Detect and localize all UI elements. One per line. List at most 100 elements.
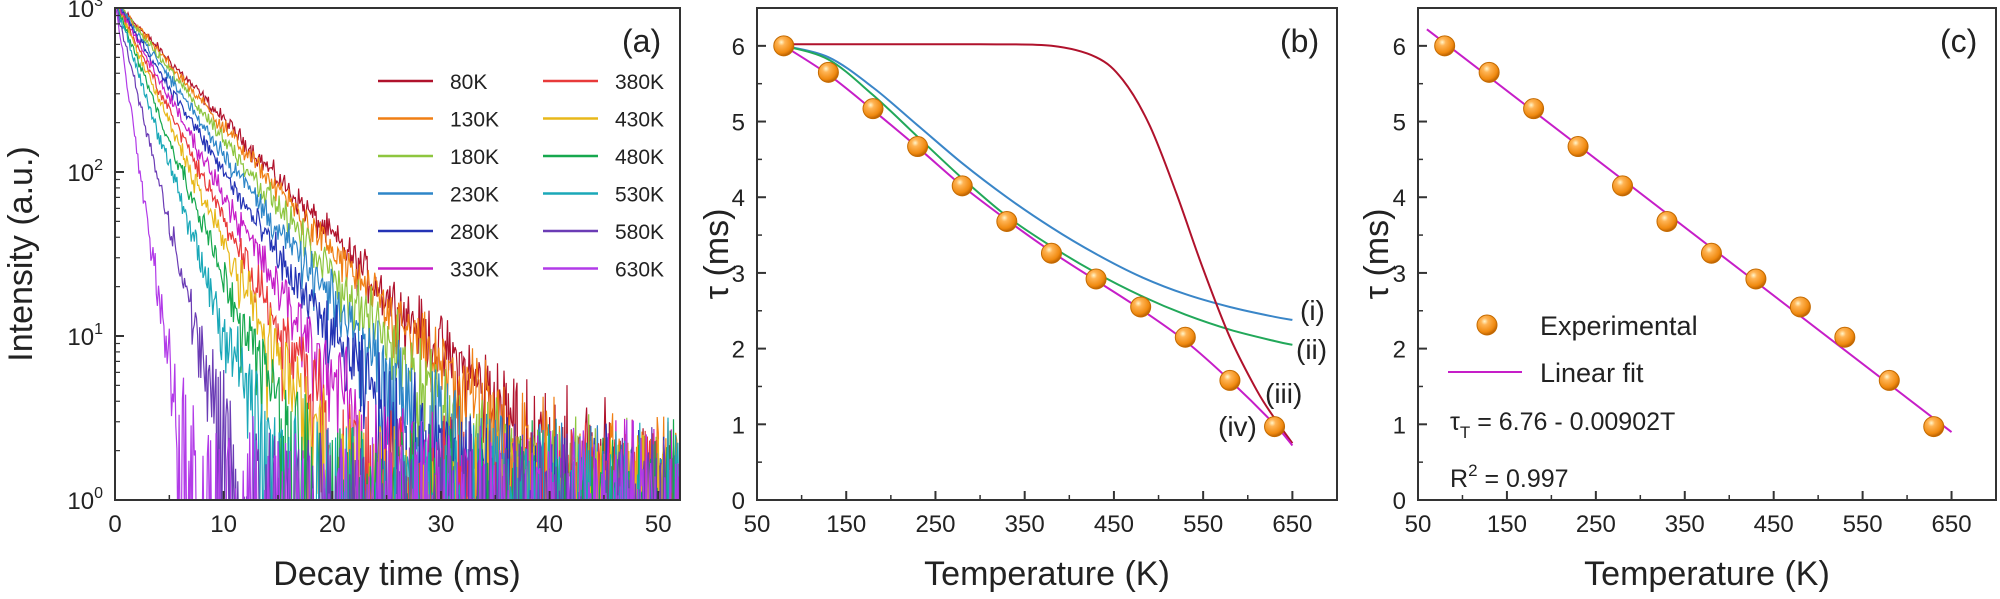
y-axis-label: τ (ms) xyxy=(698,209,736,300)
x-axis-label: Decay time (ms) xyxy=(273,555,520,593)
x-tick-label: 30 xyxy=(428,511,455,538)
x-tick-label: 150 xyxy=(826,511,866,538)
legend-label-380K: 380K xyxy=(615,71,664,94)
y-tick-label: 100 xyxy=(67,485,103,515)
decay-curves xyxy=(115,8,680,500)
legend-label-experimental: Experimental xyxy=(1540,311,1698,341)
legend-label-280K: 280K xyxy=(450,221,499,244)
data-point xyxy=(1130,296,1152,318)
curve-label-ii: (ii) xyxy=(1296,334,1327,365)
x-tick-label: 450 xyxy=(1094,511,1134,538)
y-tick-label: 4 xyxy=(732,185,745,212)
x-tick-label: 50 xyxy=(1405,511,1432,538)
y-tick-label: 6 xyxy=(1393,34,1406,61)
data-point xyxy=(1434,35,1456,57)
x-tick-label: 50 xyxy=(645,511,672,538)
decay-curve-530K xyxy=(115,8,680,500)
y-tick-label: 101 xyxy=(67,321,103,351)
y-tick-label: 3 xyxy=(1393,261,1406,288)
data-point xyxy=(1264,416,1286,438)
y-tick-label: 5 xyxy=(1393,110,1406,137)
panel-a: 0 10 20 30 40 50 100 101 102 103 (a) 80K 130K 180K 2… xyxy=(2,0,681,593)
legend-label-180K: 180K xyxy=(450,146,499,169)
fit-line xyxy=(1426,28,1953,433)
fit-equation: τT = 6.76 - 0.00902T xyxy=(1450,408,1675,442)
y-axis-label: τ (ms) xyxy=(1358,209,1396,300)
data-point xyxy=(1085,268,1107,290)
experimental-points xyxy=(773,35,1286,438)
x-tick-label: 550 xyxy=(1183,511,1223,538)
x-tick-label: 450 xyxy=(1754,511,1794,538)
legend-label-130K: 130K xyxy=(450,109,499,132)
model-curve-iii xyxy=(783,43,1294,444)
data-point xyxy=(773,35,795,57)
fit-line-group xyxy=(1426,28,1953,433)
y-tick-label: 0 xyxy=(732,488,745,515)
data-point xyxy=(1174,326,1196,348)
x-tick-label: 150 xyxy=(1487,511,1527,538)
data-point xyxy=(996,210,1018,232)
y-tick-label: 0 xyxy=(1393,488,1406,515)
y-tick-label: 6 xyxy=(732,34,745,61)
y-tick-label: 2 xyxy=(732,337,745,364)
panel-label: (b) xyxy=(1280,23,1319,59)
x-tick-label: 250 xyxy=(915,511,955,538)
y-tick-label: 3 xyxy=(732,261,745,288)
legend-label-580K: 580K xyxy=(615,221,664,244)
y-tick-label: 102 xyxy=(67,157,103,187)
data-point xyxy=(1656,210,1678,232)
y-axis-label: Intensity (a.u.) xyxy=(2,146,40,361)
x-axis-label: Temperature (K) xyxy=(924,555,1170,593)
decay-curve-580K xyxy=(115,8,680,500)
y-tick-label: 2 xyxy=(1393,337,1406,364)
model-curve-i xyxy=(783,44,1293,321)
data-point xyxy=(1523,98,1545,120)
legend-label-480K: 480K xyxy=(615,146,664,169)
data-point xyxy=(1834,326,1856,348)
legend-label-fit: Linear fit xyxy=(1540,358,1644,388)
model-curves xyxy=(783,43,1294,447)
data-point xyxy=(1700,242,1722,264)
data-point xyxy=(1478,61,1500,83)
axis-ticks: 50 150 250 350 450 550 650 0 1 2 3 4 5 6 xyxy=(1393,34,1972,538)
data-point xyxy=(1040,242,1062,264)
experimental-points xyxy=(1434,35,1945,438)
x-tick-label: 0 xyxy=(108,511,121,538)
legend-label-630K: 630K xyxy=(615,259,664,282)
x-tick-label: 650 xyxy=(1272,511,1312,538)
curve-labels: (i) (ii) (iii) (iv) xyxy=(1218,295,1327,442)
y-tick-label: 1 xyxy=(732,412,745,439)
data-point xyxy=(1789,296,1811,318)
data-point xyxy=(1923,416,1945,438)
legend-marker-experimental xyxy=(1476,314,1498,336)
y-tick-label: 1 xyxy=(1393,412,1406,439)
curve-label-iii: (iii) xyxy=(1265,378,1302,409)
panel-label: (c) xyxy=(1940,23,1977,59)
data-point xyxy=(1612,175,1634,197)
decay-curve-330K xyxy=(119,8,680,500)
curve-label-iv: (iv) xyxy=(1218,411,1257,442)
x-tick-label: 10 xyxy=(210,511,237,538)
model-curve-iv xyxy=(783,44,1294,447)
model-curve-ii xyxy=(783,44,1293,346)
curve-label-i: (i) xyxy=(1300,295,1325,326)
data-point xyxy=(1745,268,1767,290)
x-tick-label: 550 xyxy=(1843,511,1883,538)
x-tick-label: 350 xyxy=(1665,511,1705,538)
plot-frame xyxy=(1417,7,1997,501)
legend: 80K 130K 180K 230K 280K 330K 380K 430K 480K 530K 5… xyxy=(378,71,664,282)
x-tick-label: 350 xyxy=(1005,511,1045,538)
x-tick-label: 40 xyxy=(536,511,563,538)
legend-label-230K: 230K xyxy=(450,184,499,207)
data-point xyxy=(862,98,884,120)
data-point xyxy=(1219,369,1241,391)
data-point xyxy=(907,136,929,158)
plot-frame xyxy=(114,7,681,501)
plot-frame xyxy=(756,7,1338,501)
data-point xyxy=(817,61,839,83)
legend-label-530K: 530K xyxy=(615,184,664,207)
y-tick-label: 103 xyxy=(67,0,103,23)
axis-ticks: 0 10 20 30 40 50 100 101 102 103 xyxy=(67,0,671,538)
r-squared: R2 = 0.997 xyxy=(1450,461,1569,493)
